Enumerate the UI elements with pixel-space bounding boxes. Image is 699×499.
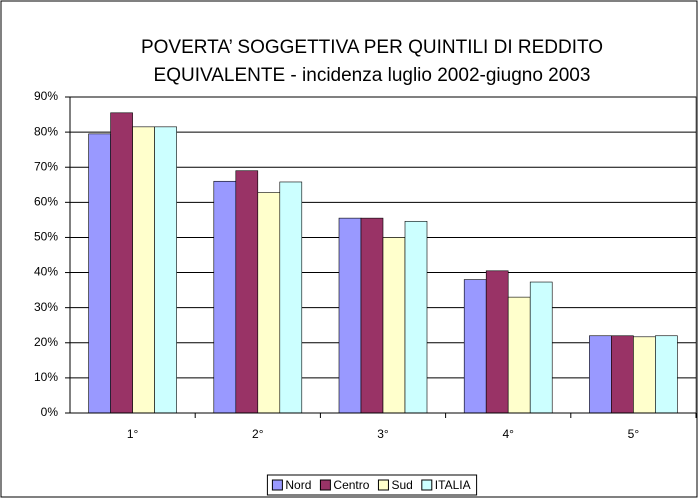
bar (611, 335, 634, 414)
x-tick-label: 5° (628, 427, 640, 441)
bar (655, 335, 678, 414)
x-tick-label: 3° (377, 427, 389, 441)
bar (279, 181, 303, 414)
y-tick-label: 30% (34, 300, 58, 314)
legend-label: Sud (391, 478, 412, 492)
chart-title: EQUIVALENTE - incidenza luglio 2002-giug… (154, 65, 591, 86)
legend-label: Nord (285, 478, 311, 492)
x-tick-label: 4° (502, 427, 514, 441)
y-tick-label: 10% (34, 370, 58, 384)
bar (338, 217, 362, 414)
bar (589, 335, 612, 414)
bar (213, 180, 237, 414)
legend-swatch (319, 479, 331, 491)
y-tick-label: 40% (34, 265, 58, 279)
bar (529, 281, 553, 414)
bar (235, 170, 259, 414)
y-tick-label: 20% (34, 335, 58, 349)
bar (88, 133, 111, 414)
legend-swatch (421, 479, 433, 491)
y-tick-label: 0% (41, 405, 59, 419)
bar (132, 126, 155, 414)
bar (110, 112, 133, 414)
chart-title: POVERTA’ SOGGETTIVA PER QUINTILI DI REDD… (141, 37, 603, 58)
bar (633, 336, 656, 414)
x-tick-label: 2° (252, 427, 264, 441)
bar (154, 126, 177, 414)
legend-swatch (271, 479, 283, 491)
bar (485, 270, 509, 414)
bar (257, 192, 281, 414)
x-tick-label: 1° (127, 427, 139, 441)
legend-label: Centro (333, 478, 369, 492)
bar (404, 220, 428, 414)
y-tick-label: 70% (34, 159, 58, 173)
y-tick-label: 90% (34, 89, 58, 103)
bar (507, 296, 531, 414)
y-tick-label: 60% (34, 195, 58, 209)
legend-label: ITALIA (435, 478, 471, 492)
bar (382, 237, 406, 414)
legend-swatch (377, 479, 389, 491)
y-tick-label: 80% (34, 124, 58, 138)
bar (463, 279, 487, 414)
y-tick-label: 50% (34, 230, 58, 244)
bar (360, 217, 384, 414)
